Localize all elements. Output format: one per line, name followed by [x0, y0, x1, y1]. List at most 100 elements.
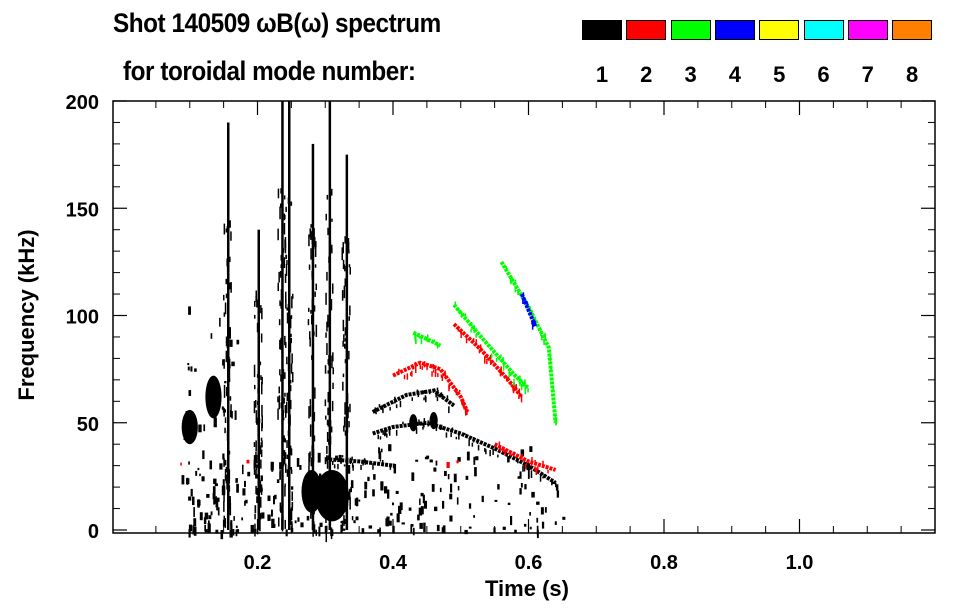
spectral-mark-n1 [395, 490, 399, 495]
spectral-mark-n1 [203, 517, 207, 525]
spectral-mark-n1 [292, 293, 294, 299]
spectral-mark-n1 [224, 427, 226, 434]
spectral-mark-n1 [332, 461, 334, 465]
spectral-mark-n1 [223, 312, 226, 317]
spectral-mark-n1 [290, 399, 292, 410]
x-tick-label: 0.4 [379, 552, 408, 574]
spectral-mark-n1 [253, 442, 256, 448]
spectral-mark-n1 [260, 484, 263, 495]
spectral-mark-n2 [504, 449, 506, 456]
spectral-mark-n1 [384, 428, 386, 433]
spectral-mark-n1 [223, 294, 225, 301]
spectral-mark-n1 [259, 519, 261, 532]
spectral-mark-n1 [517, 459, 519, 464]
spectral-mark-n1 [346, 400, 348, 406]
spectral-mark-n1 [203, 424, 206, 432]
spectral-mark-n1 [296, 458, 300, 467]
spectral-mark-n1 [472, 437, 475, 443]
spectral-mark-n3 [505, 266, 507, 270]
spectral-mark-n1 [468, 439, 470, 447]
spectral-mark-n1 [254, 505, 257, 514]
y-tick-label: 150 [66, 199, 99, 221]
spectral-mark-n2 [518, 396, 520, 399]
spectral-mark-n1 [423, 522, 426, 533]
spectral-mark-n1 [408, 507, 412, 511]
spectral-mark-n1 [281, 350, 284, 360]
spectral-mark-n1 [555, 482, 557, 488]
spectral-mark-n1 [417, 390, 420, 398]
spectral-mark-n1 [362, 459, 364, 466]
spectral-mark-n1 [524, 484, 527, 490]
spectral-mark-n1 [345, 364, 348, 373]
spectral-mark-n1 [284, 452, 286, 465]
spectral-mark-n1 [289, 340, 292, 353]
spectral-mark-n1 [348, 316, 350, 321]
spectral-mark-n1 [327, 455, 330, 460]
spectral-mark-n1 [367, 476, 370, 482]
spectral-mark-n1 [290, 201, 293, 206]
spectral-mark-n2 [523, 459, 525, 463]
legend-label-n7: 7 [861, 62, 874, 87]
legend-label-n4: 4 [728, 62, 742, 87]
spectral-mark-n1 [344, 359, 347, 364]
legend-label-n2: 2 [640, 62, 653, 87]
spectral-mark-n1 [280, 289, 283, 301]
spectral-mark-n3 [473, 325, 475, 331]
spectral-mark-n1 [287, 465, 290, 474]
spectral-mark-n1 [346, 393, 349, 404]
spectral-mark-n1 [283, 257, 286, 268]
spectral-mark-n1 [283, 222, 286, 235]
spectral-mark-n1 [325, 213, 327, 221]
spectral-mark-n2 [510, 451, 512, 457]
spectral-mark-n2 [440, 374, 443, 378]
spectral-mark-n1 [287, 418, 290, 424]
spectral-mark-n1 [477, 444, 480, 451]
spectral-mark-n1 [343, 515, 345, 526]
legend-label-n1: 1 [595, 62, 609, 87]
spectral-mark-n1 [353, 520, 356, 524]
spectral-mark-n3 [475, 334, 477, 338]
spectral-mark-n1 [387, 489, 390, 499]
spectral-mark-n1 [226, 430, 229, 441]
spectral-mark-n1 [378, 451, 382, 460]
spectral-mark-n1 [255, 469, 257, 477]
mode-trace-n3 [452, 303, 530, 390]
spectral-mark-n1 [335, 455, 338, 461]
spectral-mark-n1 [197, 467, 200, 471]
spectral-mark-n1 [254, 457, 257, 466]
spectral-mark-n2 [448, 383, 451, 390]
spectral-mark-n1 [292, 372, 294, 383]
spectral-mark-n1 [286, 392, 288, 402]
spectral-mark-n1 [255, 400, 257, 408]
spectral-mark-n1 [416, 389, 419, 394]
spectral-mark-n3 [484, 341, 487, 345]
spectral-mark-n1 [423, 390, 425, 394]
spectral-mark-n1 [286, 440, 288, 448]
spectral-mark-n1 [257, 388, 259, 394]
spectral-mark-n1 [308, 234, 310, 247]
spectral-mark-n1 [328, 439, 330, 445]
spectral-mark-n1 [241, 517, 243, 521]
spectral-mark-n1 [221, 406, 224, 410]
mode-trace-n2 [392, 360, 470, 413]
spectral-mark-n1 [229, 339, 233, 347]
spectral-mark-n1 [187, 366, 190, 371]
spectral-mark-n1 [368, 525, 373, 529]
spectral-mark-n1 [284, 273, 287, 283]
spectral-mark-n1 [543, 474, 545, 477]
spectral-mark-n1 [382, 408, 384, 414]
spectral-mark-n2 [424, 361, 426, 367]
spectral-mark-n1 [326, 455, 328, 462]
spectral-mark-n1 [223, 501, 225, 512]
spectral-mark-n3 [544, 333, 546, 336]
spectral-mark-n1 [389, 407, 391, 411]
spectral-mark-n1 [311, 230, 314, 239]
spectral-mark-n2 [180, 462, 182, 466]
mode-trace-n2 [452, 322, 524, 399]
spectral-mark-n1 [286, 401, 288, 414]
spectral-mark-n1 [260, 305, 262, 314]
spectral-mark-n4 [531, 320, 533, 325]
spectral-mark-n1 [325, 525, 328, 532]
spectral-mark-n1 [328, 355, 330, 366]
spectral-mark-n3 [523, 381, 525, 385]
